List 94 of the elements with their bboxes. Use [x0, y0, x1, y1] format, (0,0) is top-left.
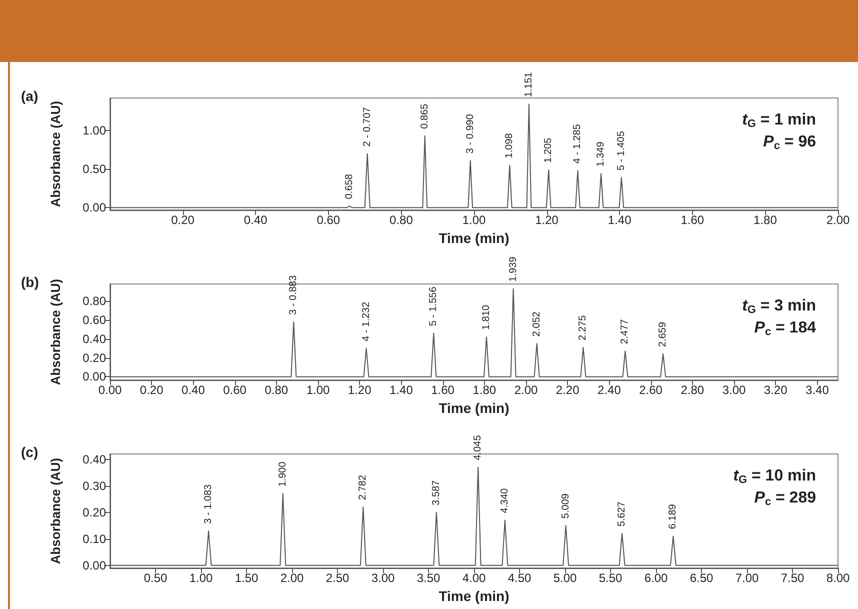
x-tick-label: 0.40 — [182, 383, 206, 397]
annotation: 3 - 0.990 — [464, 114, 476, 154]
y-axis-title: Absorbance (AU) — [48, 458, 63, 564]
chart-title: (b) — [21, 274, 39, 290]
x-tick-label: 2.50 — [326, 571, 350, 585]
annotation: 4 - 1.285 — [572, 124, 584, 164]
annotation: 1.205 — [543, 137, 554, 163]
x-tick-label: 1.80 — [472, 383, 496, 397]
annotation: 0.658 — [344, 174, 356, 200]
annotation: 1.900 — [277, 461, 288, 487]
x-tick-label: 2.20 — [556, 383, 580, 397]
x-tick-label: 1.40 — [608, 213, 632, 227]
x-tick-label: 2.00 — [280, 571, 304, 585]
x-tick-label: 0.80 — [390, 213, 414, 227]
y-tick-label: 1.00 — [82, 123, 106, 138]
annotation: 3.587 — [430, 480, 442, 506]
annotation: 3 - 0.883 — [288, 274, 300, 315]
annotation: 3 - 1.083 — [203, 484, 214, 524]
annotation: 0.865 — [419, 103, 430, 129]
x-tick-label: 1.20 — [535, 213, 559, 227]
annotation: 2.659 — [658, 322, 669, 347]
x-tick-label: 2.80 — [680, 383, 704, 397]
x-tick-label: 4.50 — [508, 571, 532, 585]
annotation: 5.009 — [560, 493, 572, 519]
x-tick-label: 3.40 — [806, 383, 830, 397]
x-tick-label: 0.80 — [264, 383, 288, 397]
x-axis-title: Time (min) — [438, 588, 510, 604]
y-tick-label: 0.00 — [82, 200, 106, 215]
x-tick-label: 3.50 — [416, 571, 440, 585]
annotation: 2.782 — [358, 474, 369, 500]
y-tick-label: 0.20 — [82, 350, 106, 365]
x-tick-label: 0.20 — [140, 383, 164, 397]
x-tick-label: 1.00 — [306, 383, 330, 397]
annotation: 1.151 — [523, 72, 534, 98]
x-tick-label: 1.00 — [462, 213, 486, 227]
y-tick-label: 0.10 — [82, 532, 106, 546]
annotation: 1.939 — [508, 256, 519, 282]
x-tick-label: 1.00 — [189, 571, 213, 585]
annotation: 1.810 — [480, 304, 492, 330]
annotation: 1.349 — [596, 141, 607, 167]
annotation: 2.275 — [578, 314, 589, 340]
y-tick-label: 0.00 — [82, 370, 106, 384]
x-tick-label: 3.00 — [371, 571, 395, 585]
y-axis-title: Absorbance (AU) — [48, 278, 63, 386]
x-tick-label: 1.50 — [234, 571, 258, 585]
x-tick-label: 6.00 — [644, 571, 668, 585]
x-tick-label: 5.00 — [553, 571, 577, 585]
y-tick-label: 0.00 — [82, 558, 106, 572]
x-tick-label: 3.20 — [764, 383, 788, 397]
x-tick-label: 8.00 — [826, 571, 850, 585]
annotation: 1.098 — [504, 132, 516, 158]
x-tick-label: 0.40 — [244, 213, 268, 227]
y-tick-label: 0.50 — [82, 162, 106, 176]
x-tick-label: 7.00 — [735, 571, 759, 585]
x-tick-label: 5.50 — [598, 571, 622, 585]
x-tick-label: 6.50 — [690, 571, 714, 585]
annotation: 4.340 — [499, 488, 510, 514]
chart-title: (c) — [21, 444, 38, 460]
chart-title: (a) — [21, 88, 38, 104]
x-tick-label: 2.40 — [598, 383, 622, 397]
x-tick-label: 1.60 — [680, 213, 704, 227]
y-tick-label: 0.80 — [82, 294, 106, 308]
annotation: 4 - 1.232 — [360, 301, 372, 342]
annotation: 4.045 — [472, 434, 484, 460]
annotation: 5 - 1.556 — [428, 286, 440, 326]
x-axis-title: Time (min) — [438, 400, 510, 416]
x-axis-title: Time (min) — [438, 230, 510, 246]
y-tick-label: 0.30 — [82, 478, 106, 493]
x-tick-label: 0.50 — [144, 571, 168, 585]
y-tick-label: 0.40 — [82, 332, 106, 346]
x-tick-label: 0.60 — [223, 383, 247, 397]
annotation: 5 - 1.405 — [616, 130, 627, 171]
x-tick-label: 0.00 — [98, 383, 122, 397]
x-tick-label: 0.20 — [171, 213, 195, 227]
x-tick-label: 1.20 — [348, 383, 372, 397]
x-tick-label: 0.60 — [316, 213, 340, 227]
annotation: 2.052 — [531, 311, 542, 337]
x-tick-label: 2.60 — [639, 383, 663, 397]
x-tick-label: 2.00 — [826, 213, 850, 227]
x-tick-label: 1.60 — [431, 383, 455, 397]
y-axis-title: Absorbance (AU) — [48, 100, 63, 208]
y-tick-label: 0.60 — [82, 312, 106, 327]
x-tick-label: 4.00 — [462, 571, 486, 585]
x-tick-label: 1.40 — [390, 383, 414, 397]
x-tick-label: 1.80 — [754, 213, 778, 227]
annotation: 6.189 — [668, 504, 679, 530]
y-tick-label: 0.20 — [82, 505, 106, 520]
annotation: 5.627 — [616, 501, 628, 527]
x-tick-label: 2.00 — [514, 383, 538, 397]
annotation: 2.477 — [620, 318, 631, 344]
x-tick-label: 3.00 — [722, 383, 746, 397]
annotation: 2 - 0.707 — [362, 106, 373, 147]
x-tick-label: 7.50 — [780, 571, 804, 585]
y-tick-label: 0.40 — [82, 452, 106, 466]
